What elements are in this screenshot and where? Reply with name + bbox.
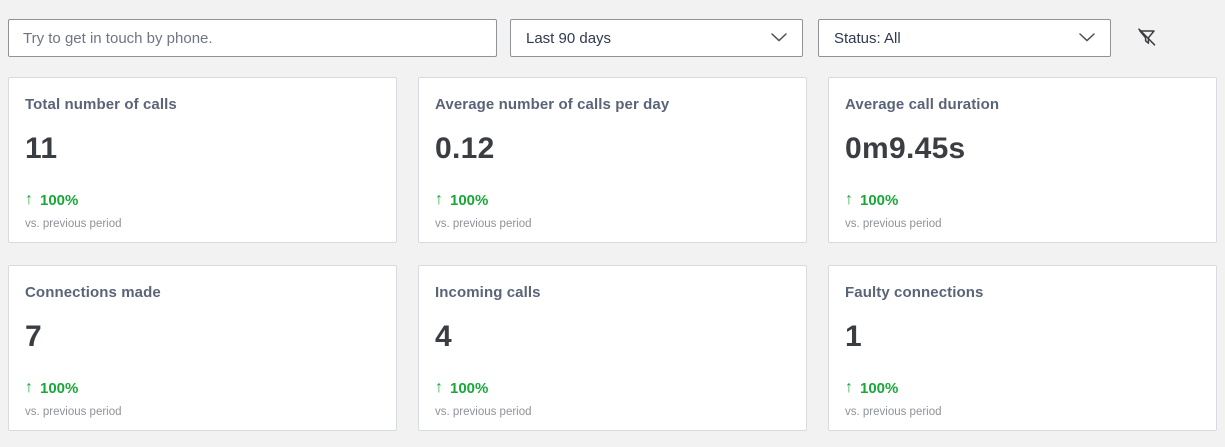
stat-card-title: Faulty connections xyxy=(845,284,984,301)
stat-card-delta: ↑ 100% xyxy=(435,379,790,397)
stat-card-delta: ↑ 100% xyxy=(845,191,1200,209)
stat-card-title: Total number of calls xyxy=(25,96,177,113)
delta-percent: 100% xyxy=(860,379,899,397)
stat-card-value: 0.12 xyxy=(435,132,495,165)
stat-card-value: 0m9.45s xyxy=(845,132,966,165)
period-dropdown[interactable]: Last 90 days xyxy=(510,19,803,57)
stat-card-value: 1 xyxy=(845,320,862,353)
delta-percent: 100% xyxy=(40,379,79,397)
stat-card-delta: ↑ 100% xyxy=(25,379,380,397)
search-input[interactable] xyxy=(8,19,497,57)
chevron-down-icon xyxy=(771,29,787,47)
stat-card-title: Average call duration xyxy=(845,96,1000,113)
stat-card-value: 11 xyxy=(25,132,58,165)
stat-card-value: 4 xyxy=(435,320,452,353)
arrow-up-icon: ↑ xyxy=(845,191,853,208)
delta-percent: 100% xyxy=(450,379,489,397)
clear-filters-button[interactable] xyxy=(1130,19,1164,57)
stat-card-subtitle: vs. previous period xyxy=(845,218,942,230)
arrow-up-icon: ↑ xyxy=(435,379,443,396)
stat-card-subtitle: vs. previous period xyxy=(435,218,532,230)
stat-card-subtitle: vs. previous period xyxy=(25,406,122,418)
delta-percent: 100% xyxy=(450,191,489,209)
chevron-down-icon xyxy=(1079,29,1095,47)
delta-percent: 100% xyxy=(860,191,899,209)
stat-card-avg-calls-per-day: Average number of calls per day 0.12 ↑ 1… xyxy=(418,77,807,243)
stat-card-avg-call-duration: Average call duration 0m9.45s ↑ 100% vs.… xyxy=(828,77,1217,243)
stat-card-delta: ↑ 100% xyxy=(435,191,790,209)
arrow-up-icon: ↑ xyxy=(25,191,33,208)
stat-card-title: Average number of calls per day xyxy=(435,96,670,113)
stat-card-delta: ↑ 100% xyxy=(845,379,1200,397)
stat-card-subtitle: vs. previous period xyxy=(845,406,942,418)
arrow-up-icon: ↑ xyxy=(845,379,853,396)
stat-card-connections-made: Connections made 7 ↑ 100% vs. previous p… xyxy=(8,265,397,431)
stat-card-subtitle: vs. previous period xyxy=(25,218,122,230)
arrow-up-icon: ↑ xyxy=(435,191,443,208)
arrow-up-icon: ↑ xyxy=(25,379,33,396)
stat-card-title: Connections made xyxy=(25,284,161,301)
stat-card-total-calls: Total number of calls 11 ↑ 100% vs. prev… xyxy=(8,77,397,243)
delta-percent: 100% xyxy=(40,191,79,209)
stat-card-incoming-calls: Incoming calls 4 ↑ 100% vs. previous per… xyxy=(418,265,807,431)
stats-grid: Total number of calls 11 ↑ 100% vs. prev… xyxy=(8,77,1217,431)
stat-card-value: 7 xyxy=(25,320,42,353)
stat-card-title: Incoming calls xyxy=(435,284,541,301)
period-dropdown-value: Last 90 days xyxy=(526,29,612,47)
stat-card-subtitle: vs. previous period xyxy=(435,406,532,418)
status-dropdown[interactable]: Status: All xyxy=(818,19,1111,57)
stat-card-delta: ↑ 100% xyxy=(25,191,380,209)
status-dropdown-value: Status: All xyxy=(834,29,901,47)
stat-card-faulty-connections: Faulty connections 1 ↑ 100% vs. previous… xyxy=(828,265,1217,431)
filters-toolbar: Last 90 days Status: All xyxy=(8,19,1217,57)
filter-off-icon xyxy=(1134,24,1160,53)
